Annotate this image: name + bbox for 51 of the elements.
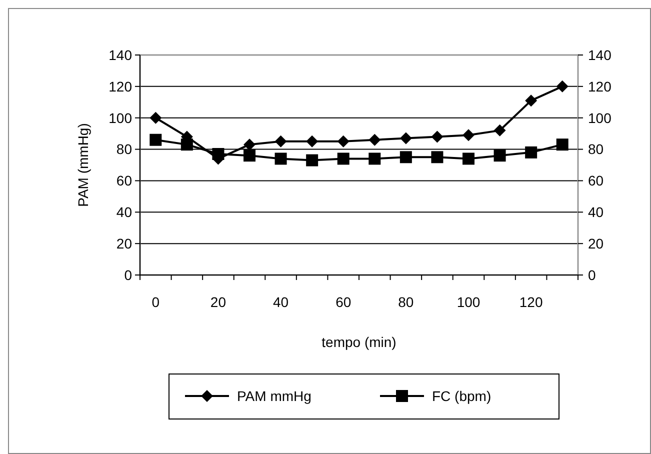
y2-tick-label: 120 bbox=[588, 78, 612, 94]
legend-label: PAM mmHg bbox=[237, 388, 312, 404]
x-tick-label: 40 bbox=[272, 294, 289, 310]
y-axis-title: PAM (mmHg) bbox=[75, 123, 91, 207]
point bbox=[368, 152, 381, 165]
point bbox=[462, 129, 474, 142]
y-tick-label: 80 bbox=[116, 141, 132, 158]
y-tick-label: 100 bbox=[108, 110, 132, 126]
x-tick-label: 60 bbox=[336, 294, 352, 310]
point bbox=[556, 138, 568, 151]
point bbox=[368, 134, 381, 146]
point bbox=[431, 151, 444, 164]
point bbox=[306, 154, 318, 166]
y-tick-label: 120 bbox=[108, 78, 132, 94]
point bbox=[337, 152, 350, 165]
point bbox=[494, 124, 506, 136]
point bbox=[400, 151, 412, 164]
y-tick-label: 60 bbox=[116, 172, 132, 189]
x-tick-label: 80 bbox=[398, 294, 414, 310]
point bbox=[525, 94, 538, 107]
point bbox=[525, 146, 538, 158]
point bbox=[462, 152, 474, 165]
y2-tick-label: 60 bbox=[588, 172, 604, 189]
x-tick-label: 0 bbox=[152, 294, 160, 310]
y2-tick-label: 140 bbox=[588, 46, 612, 63]
x-tick-label: 120 bbox=[519, 294, 543, 310]
point bbox=[337, 135, 350, 148]
x-tick-label: 20 bbox=[210, 294, 226, 310]
point bbox=[400, 132, 412, 144]
point bbox=[244, 138, 256, 151]
x-axis-title: tempo (min) bbox=[322, 334, 396, 350]
point bbox=[556, 80, 568, 92]
point bbox=[150, 134, 162, 146]
point bbox=[274, 135, 287, 148]
y-tick-label: 20 bbox=[116, 235, 132, 252]
y2-tick-label: 0 bbox=[588, 266, 596, 283]
point bbox=[274, 152, 287, 165]
y2-tick-label: 20 bbox=[588, 235, 604, 252]
point bbox=[150, 112, 162, 124]
y2-tick-label: 100 bbox=[588, 110, 612, 126]
point bbox=[431, 130, 444, 143]
y2-tick-label: 80 bbox=[588, 141, 604, 158]
legend-label: FC (bpm) bbox=[432, 388, 492, 404]
y-tick-label: 140 bbox=[108, 46, 132, 63]
x-tick-label: 100 bbox=[456, 294, 480, 310]
y-tick-label: 0 bbox=[124, 266, 132, 283]
point bbox=[306, 135, 318, 148]
point bbox=[494, 150, 506, 162]
y-tick-label: 40 bbox=[116, 204, 132, 220]
point bbox=[244, 150, 256, 162]
y2-tick-label: 40 bbox=[588, 204, 604, 220]
